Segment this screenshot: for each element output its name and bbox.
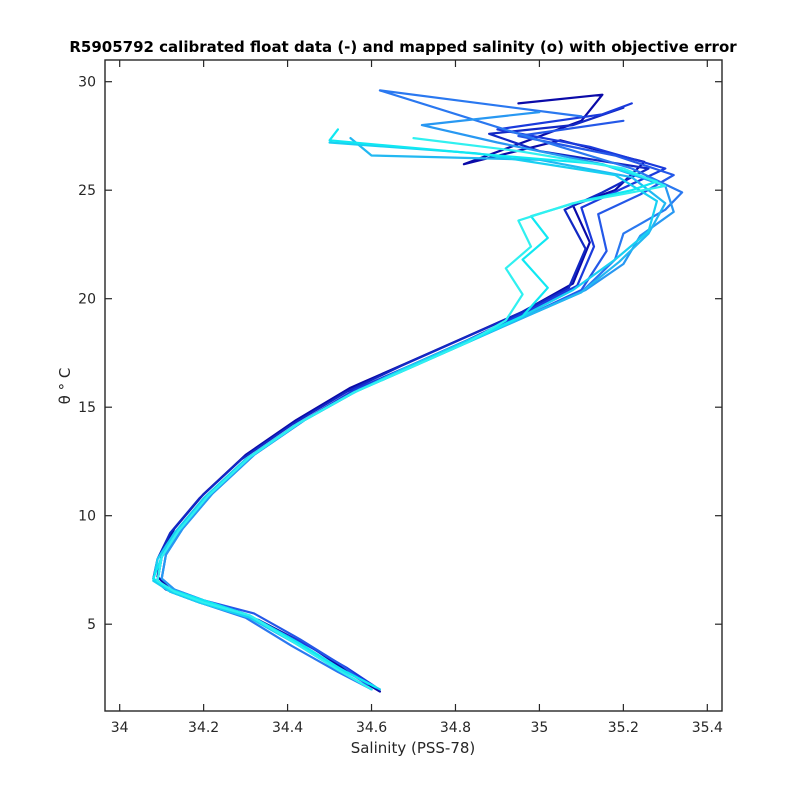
y-tick-label: 5 <box>87 617 96 633</box>
profile-series-2 <box>152 106 650 691</box>
y-tick-label: 25 <box>78 183 96 199</box>
x-tick-label: 35 <box>531 720 549 736</box>
profile-series-5 <box>156 89 684 691</box>
profile-series-10 <box>156 137 667 691</box>
profile-series-3 <box>156 102 667 689</box>
profile-series-1 <box>156 93 646 693</box>
x-tick-label: 34.4 <box>272 720 303 736</box>
x-tick-label: 35.2 <box>608 720 639 736</box>
x-axis-label: Salinity (PSS-78) <box>351 739 476 757</box>
x-tick-label: 34.8 <box>440 720 471 736</box>
x-tick-label: 35.4 <box>692 720 723 736</box>
chart-title: R5905792 calibrated float data (-) and m… <box>69 38 737 56</box>
profile-series-7 <box>156 137 667 691</box>
profile-series-4 <box>160 119 675 687</box>
y-tick-label: 15 <box>78 400 96 416</box>
x-tick-label: 34 <box>111 720 129 736</box>
y-axis-label: θ ° C <box>56 368 74 405</box>
series-layer <box>152 89 684 693</box>
y-tick-label: 30 <box>78 75 96 91</box>
y-tick-label: 10 <box>78 509 96 525</box>
x-tick-label: 34.2 <box>188 720 219 736</box>
profile-series-9 <box>152 128 659 689</box>
ticks-layer: 34 34.2 34.4 34.6 34.8 35 35.2 35.4 5 10 15 20 25 30 <box>78 60 723 736</box>
x-tick-label: 34.6 <box>356 720 387 736</box>
plot-frame <box>104 59 723 712</box>
y-tick-label: 20 <box>78 292 96 308</box>
